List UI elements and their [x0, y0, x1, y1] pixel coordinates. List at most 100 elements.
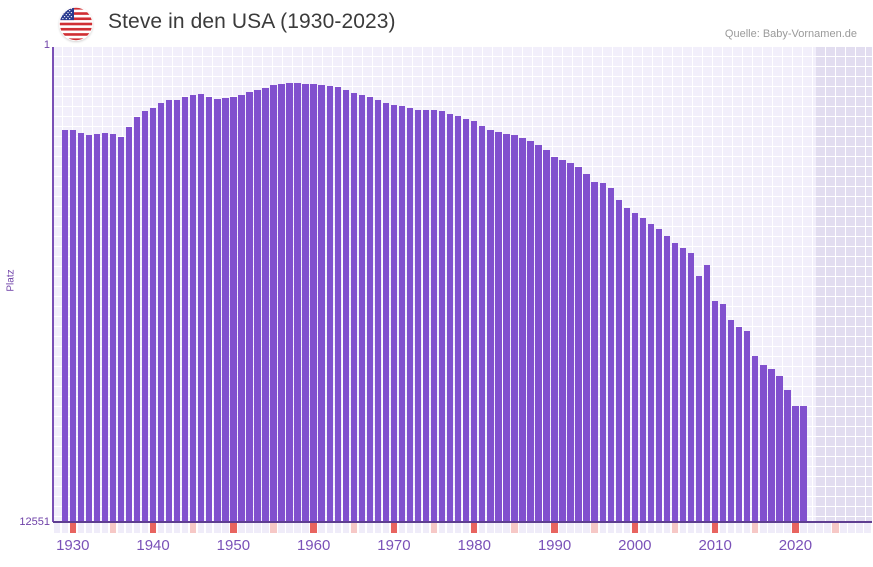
- bar[interactable]: [101, 133, 109, 521]
- bar[interactable]: [503, 134, 510, 521]
- bar[interactable]: [495, 132, 502, 521]
- x-tick-label: 1960: [296, 537, 331, 554]
- bar[interactable]: [398, 106, 406, 521]
- bar[interactable]: [133, 117, 141, 521]
- bar[interactable]: [800, 406, 807, 521]
- bar[interactable]: [181, 97, 189, 521]
- bar[interactable]: [342, 90, 349, 521]
- bar[interactable]: [165, 100, 173, 521]
- bar[interactable]: [519, 138, 526, 521]
- bar[interactable]: [752, 356, 759, 521]
- bar[interactable]: [286, 83, 293, 521]
- bar[interactable]: [262, 88, 269, 521]
- bar[interactable]: [671, 243, 679, 521]
- bar[interactable]: [784, 390, 791, 521]
- bar[interactable]: [414, 110, 422, 521]
- bar[interactable]: [768, 369, 775, 521]
- bar[interactable]: [760, 365, 767, 521]
- bar[interactable]: [551, 157, 558, 521]
- bar[interactable]: [446, 114, 454, 521]
- bar[interactable]: [61, 130, 68, 521]
- bar[interactable]: [190, 95, 197, 521]
- bar[interactable]: [471, 121, 478, 521]
- bar[interactable]: [109, 134, 117, 521]
- bar[interactable]: [567, 163, 574, 521]
- bar[interactable]: [125, 127, 133, 521]
- bar[interactable]: [703, 265, 711, 521]
- bar[interactable]: [69, 130, 76, 521]
- bar[interactable]: [487, 130, 494, 521]
- bar[interactable]: [350, 93, 357, 521]
- bar[interactable]: [366, 97, 374, 521]
- bar[interactable]: [214, 99, 221, 521]
- bar[interactable]: [173, 100, 181, 521]
- bar[interactable]: [599, 183, 606, 521]
- bar[interactable]: [430, 110, 438, 521]
- bar[interactable]: [374, 100, 382, 521]
- bar[interactable]: [463, 119, 470, 521]
- x-tick-half-decade: [671, 523, 679, 533]
- x-tick-minor: [358, 523, 366, 533]
- bar[interactable]: [246, 92, 253, 521]
- bar[interactable]: [663, 236, 671, 521]
- bar[interactable]: [294, 83, 301, 521]
- bar[interactable]: [334, 87, 341, 521]
- x-tick-minor: [302, 523, 309, 533]
- bar[interactable]: [655, 229, 663, 521]
- bar[interactable]: [302, 84, 309, 521]
- bar[interactable]: [222, 98, 229, 521]
- bar[interactable]: [727, 320, 735, 521]
- bar[interactable]: [198, 94, 205, 521]
- bar[interactable]: [157, 103, 165, 521]
- bar[interactable]: [254, 90, 261, 521]
- bar[interactable]: [238, 95, 245, 521]
- bar[interactable]: [85, 135, 93, 521]
- bar[interactable]: [679, 248, 687, 521]
- x-tick-minor: [583, 523, 590, 533]
- bar[interactable]: [230, 97, 237, 521]
- bar[interactable]: [141, 111, 149, 521]
- bar[interactable]: [744, 331, 751, 521]
- bar[interactable]: [623, 208, 630, 521]
- bar[interactable]: [326, 86, 333, 521]
- bar[interactable]: [607, 188, 614, 521]
- bar[interactable]: [615, 200, 622, 521]
- bar[interactable]: [479, 126, 486, 521]
- bar[interactable]: [454, 116, 462, 521]
- bar[interactable]: [543, 150, 550, 521]
- bar[interactable]: [695, 276, 703, 521]
- bar[interactable]: [270, 85, 277, 521]
- bar[interactable]: [422, 110, 430, 521]
- bar[interactable]: [438, 111, 446, 521]
- bar[interactable]: [559, 160, 566, 521]
- bar[interactable]: [575, 167, 582, 521]
- bar[interactable]: [792, 406, 799, 521]
- bar[interactable]: [535, 145, 542, 521]
- bar[interactable]: [93, 134, 101, 521]
- bar[interactable]: [77, 133, 84, 521]
- bar[interactable]: [310, 84, 317, 521]
- bar[interactable]: [719, 304, 727, 521]
- bar[interactable]: [687, 253, 695, 521]
- bar[interactable]: [206, 97, 213, 521]
- bar[interactable]: [736, 327, 743, 521]
- bar[interactable]: [406, 108, 414, 521]
- bar[interactable]: [149, 108, 157, 521]
- bar[interactable]: [631, 213, 639, 521]
- x-tick-minor: [214, 523, 221, 533]
- bar[interactable]: [318, 85, 325, 521]
- bar[interactable]: [647, 224, 655, 521]
- bar[interactable]: [278, 84, 285, 521]
- bar[interactable]: [591, 182, 598, 521]
- bar[interactable]: [117, 137, 125, 521]
- bar[interactable]: [639, 218, 647, 521]
- bar[interactable]: [358, 95, 366, 521]
- x-tick-label: 2020: [778, 537, 813, 554]
- bar[interactable]: [583, 174, 590, 521]
- bar[interactable]: [382, 103, 390, 521]
- bar[interactable]: [711, 301, 719, 521]
- bar[interactable]: [511, 135, 518, 521]
- bar[interactable]: [390, 105, 398, 521]
- bar[interactable]: [776, 376, 783, 521]
- bar[interactable]: [527, 141, 534, 521]
